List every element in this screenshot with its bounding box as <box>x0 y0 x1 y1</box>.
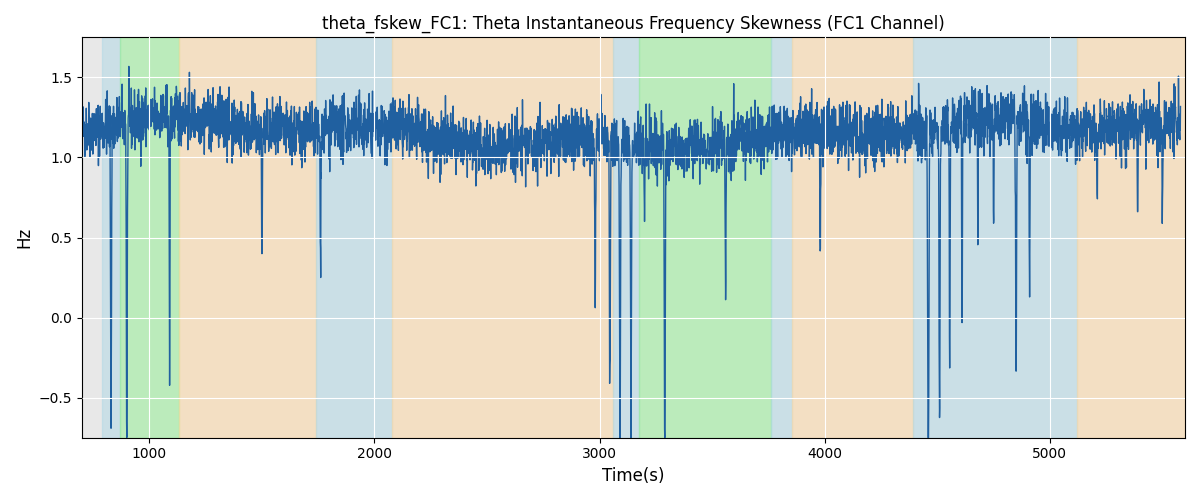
Bar <box>102 38 120 438</box>
Bar <box>179 38 316 438</box>
Bar <box>912 38 1076 438</box>
Bar <box>640 38 770 438</box>
Title: theta_fskew_FC1: Theta Instantaneous Frequency Skewness (FC1 Channel): theta_fskew_FC1: Theta Instantaneous Fre… <box>322 15 944 34</box>
Bar <box>120 38 179 438</box>
Bar <box>792 38 912 438</box>
Y-axis label: Hz: Hz <box>14 227 34 248</box>
X-axis label: Time(s): Time(s) <box>602 467 665 485</box>
Bar <box>770 38 792 438</box>
Bar <box>392 38 613 438</box>
Bar <box>316 38 392 438</box>
Bar <box>1076 38 1186 438</box>
Bar <box>613 38 640 438</box>
